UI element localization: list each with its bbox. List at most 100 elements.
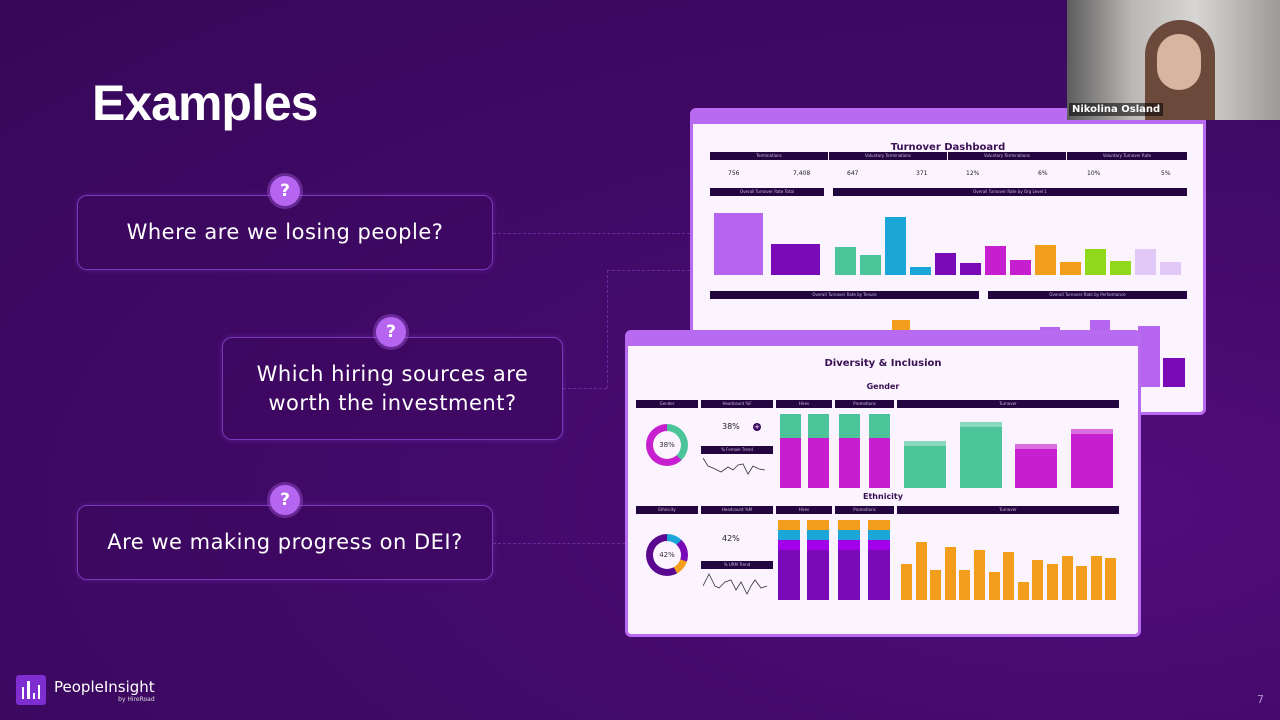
dashboard-title: Diversity & Inclusion bbox=[824, 358, 942, 369]
headcount-value: 42% bbox=[722, 534, 740, 543]
section-header: Overall Turnover Rate by Tenure bbox=[710, 291, 979, 299]
panel-header: Headcount %F bbox=[701, 400, 773, 408]
chart-bar bbox=[1061, 556, 1073, 600]
kpi-header: Voluntary Terminations bbox=[829, 152, 947, 160]
kpi-value: 647 bbox=[847, 170, 859, 177]
trend-header: % Female Trend bbox=[701, 446, 773, 454]
window-controls bbox=[640, 333, 663, 338]
question-icon: ? bbox=[270, 176, 300, 206]
chart-bar bbox=[838, 520, 860, 530]
connector-line bbox=[607, 270, 690, 271]
chart-bar bbox=[910, 267, 931, 275]
chart-bar bbox=[935, 253, 956, 275]
kpi-value: 756 bbox=[728, 170, 740, 177]
chart-bar bbox=[1047, 564, 1058, 600]
chart-bar bbox=[1003, 552, 1015, 600]
section-header: Overall Turnover Rate by Org Level 1 bbox=[833, 188, 1187, 196]
participant-face bbox=[1157, 34, 1201, 90]
panel-header: Hires bbox=[776, 506, 832, 514]
chart-bar bbox=[1032, 560, 1044, 600]
chart-bar bbox=[839, 438, 860, 488]
panel-header: Headcount %M bbox=[701, 506, 773, 514]
brand-logo: PeopleInsight by HireRoad bbox=[16, 675, 155, 705]
chart-bar bbox=[868, 540, 890, 550]
slide-title: Examples bbox=[92, 75, 318, 131]
chart-bar bbox=[1071, 429, 1113, 488]
kpi-header: Voluntary Turnover Rate bbox=[1067, 152, 1187, 160]
chart-bar bbox=[1071, 429, 1113, 434]
connector-line bbox=[563, 388, 607, 389]
chart-bar bbox=[869, 414, 890, 438]
chart-bar bbox=[1135, 249, 1156, 275]
donut-value: 42% bbox=[653, 541, 681, 569]
chart-bar bbox=[974, 550, 985, 600]
chart-bar bbox=[930, 570, 942, 600]
chart-bar bbox=[960, 422, 1002, 488]
panel-header: Promotions bbox=[835, 400, 894, 408]
logo-text: PeopleInsight bbox=[54, 677, 155, 696]
chart-bar bbox=[1035, 245, 1056, 275]
chart-bar bbox=[1017, 582, 1029, 600]
kpi-value: 371 bbox=[916, 170, 928, 177]
chart-bar bbox=[1015, 444, 1057, 449]
ethnicity-donut-chart: 42% bbox=[646, 534, 688, 576]
section-heading: Ethnicity bbox=[863, 492, 903, 501]
chart-bar bbox=[835, 247, 856, 275]
chart-bar bbox=[1060, 262, 1081, 275]
kpi-value: 5% bbox=[1161, 170, 1171, 177]
kpi-value: 12% bbox=[966, 170, 980, 177]
question-card-dei: Are we making progress on DEI? bbox=[77, 505, 493, 580]
chart-bar bbox=[780, 414, 801, 438]
question-text: Are we making progress on DEI? bbox=[107, 530, 463, 554]
chart-bar bbox=[1138, 326, 1160, 387]
chart-bar bbox=[1085, 249, 1106, 275]
urm-trend-sparkline bbox=[703, 573, 768, 595]
chart-bar bbox=[1110, 261, 1131, 275]
panel-header: Turnover bbox=[897, 506, 1119, 514]
connector-line bbox=[493, 543, 625, 544]
chart-bar bbox=[988, 572, 1000, 600]
kpi-header: Terminations bbox=[710, 152, 828, 160]
chart-bar bbox=[778, 540, 800, 550]
section-header: Overall Turnover Rate Total bbox=[710, 188, 824, 196]
kpi-value: 10% bbox=[1087, 170, 1101, 177]
section-header: Overall Turnover Rate by Performance bbox=[988, 291, 1187, 299]
chart-bar bbox=[1160, 262, 1181, 275]
chart-bar bbox=[904, 441, 946, 446]
participant-video: Nikolina Osland bbox=[1067, 0, 1280, 120]
gender-donut-chart: 38% bbox=[646, 424, 688, 466]
panel-header: Promotions bbox=[835, 506, 894, 514]
kpi-value: 6% bbox=[1038, 170, 1048, 177]
section-heading: Gender bbox=[866, 382, 900, 391]
donut-value: 38% bbox=[653, 431, 681, 459]
chart-bar bbox=[838, 530, 860, 540]
chart-bar bbox=[1163, 358, 1185, 387]
chart-bar bbox=[885, 217, 906, 275]
chart-bar bbox=[959, 570, 971, 600]
chart-bar bbox=[1015, 444, 1057, 488]
question-text: Where are we losing people? bbox=[126, 220, 444, 244]
logo-bars-icon bbox=[16, 675, 46, 705]
chart-bar bbox=[915, 542, 927, 600]
chart-bar bbox=[807, 540, 829, 550]
chart-bar bbox=[807, 530, 829, 540]
plus-icon[interactable]: + bbox=[753, 423, 761, 431]
chart-bar bbox=[838, 540, 860, 550]
chart-bar bbox=[778, 530, 800, 540]
chart-bar bbox=[960, 422, 1002, 427]
logo-subtext: by HireRoad bbox=[118, 695, 155, 703]
chart-bar bbox=[1010, 260, 1031, 275]
chart-bar bbox=[860, 255, 881, 275]
question-card-losing-people: Where are we losing people? bbox=[77, 195, 493, 270]
chart-bar bbox=[808, 414, 829, 438]
chart-bar bbox=[714, 213, 763, 275]
chart-bar bbox=[869, 438, 890, 488]
question-icon: ? bbox=[376, 317, 406, 347]
window-controls bbox=[705, 111, 728, 116]
chart-bar bbox=[868, 530, 890, 540]
connector-line bbox=[607, 270, 608, 388]
page-number: 7 bbox=[1257, 693, 1264, 706]
chart-bar bbox=[771, 244, 820, 275]
panel-header: Hires bbox=[776, 400, 832, 408]
kpi-value: 7,408 bbox=[793, 170, 811, 177]
